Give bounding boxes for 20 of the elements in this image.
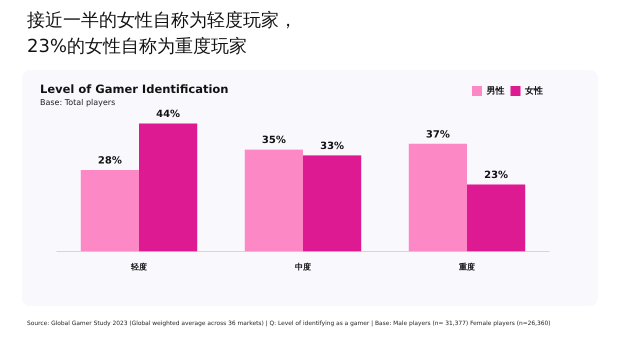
bar: [303, 155, 362, 252]
bar: [80, 170, 139, 252]
x-tick-label: 重度: [458, 261, 475, 272]
data-label: 23%: [484, 170, 508, 182]
bar: [408, 144, 467, 252]
bar: [139, 123, 198, 252]
data-label: 35%: [262, 135, 286, 146]
bar: [244, 150, 303, 252]
x-tick-label: 中度: [295, 261, 311, 272]
data-label: 44%: [156, 109, 180, 120]
legend-label: 女性: [524, 85, 543, 96]
data-label: 28%: [98, 156, 122, 167]
text: Base: Total players: [40, 98, 116, 107]
bar: [467, 184, 526, 252]
data-label: 33%: [320, 141, 344, 152]
x-tick-label: 轻度: [130, 261, 147, 272]
chart-title: 接近一半的女性自称为轻度玩家， 23%的女性自称为重度玩家: [27, 9, 297, 59]
data-label: 37%: [426, 129, 450, 140]
legend-label: 男性: [486, 85, 504, 96]
chart-subtitle: Level of Gamer Identification: [40, 82, 228, 96]
